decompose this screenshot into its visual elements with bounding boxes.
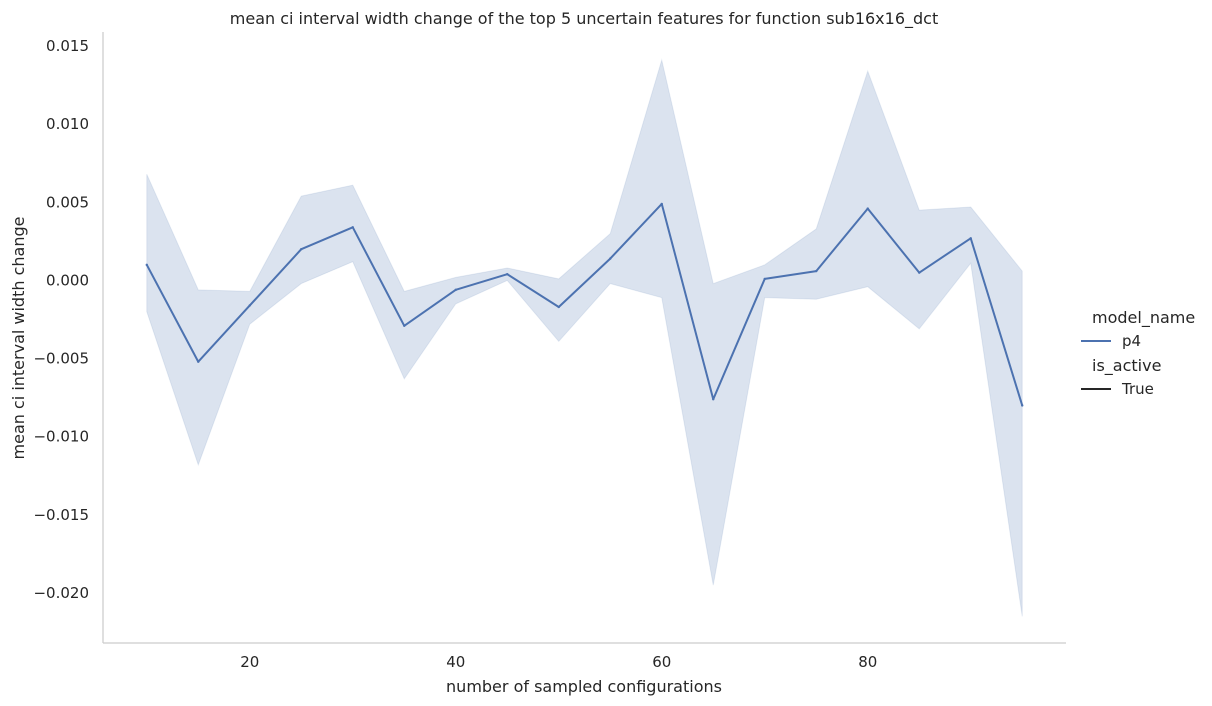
legend-true-label: True — [1121, 380, 1154, 398]
x-tick-label: 60 — [652, 653, 671, 671]
series-p4-point — [197, 360, 200, 363]
series-p4-point — [712, 398, 715, 401]
y-tick-label: 0.015 — [46, 37, 89, 55]
series-p4-point — [918, 271, 921, 274]
legend-p4-label: p4 — [1122, 332, 1141, 350]
series-p4-point — [557, 305, 560, 309]
series-p4-point — [815, 269, 818, 273]
series-p4-point — [454, 288, 457, 292]
y-tick-label: −0.010 — [33, 428, 89, 446]
series-p4-line — [145, 202, 1024, 406]
y-axis-title: mean ci interval width change — [9, 217, 28, 460]
series-p4-point — [1021, 404, 1024, 407]
y-tick-labels: 0.015 0.010 0.005 0.000 −0.005 −0.010 −0.015 −0… — [33, 37, 89, 602]
series-p4-point — [145, 263, 148, 267]
series-p4-point — [351, 226, 354, 229]
x-tick-label: 20 — [240, 653, 259, 671]
y-tick-label: −0.020 — [33, 584, 89, 602]
series-p4-point — [969, 237, 972, 240]
x-tick-label: 40 — [446, 653, 465, 671]
x-axis-title: number of sampled configurations — [446, 677, 722, 696]
series-p4-point — [609, 257, 612, 260]
series-p4-point — [248, 304, 251, 307]
series-p4-point — [763, 277, 766, 281]
y-tick-label: −0.015 — [33, 506, 89, 524]
x-tick-labels: 20 40 60 80 — [240, 653, 877, 671]
series-p4-point — [506, 273, 509, 276]
plot-area — [145, 58, 1024, 617]
legend: model_name p4 is_active True — [1081, 308, 1195, 398]
series-p4-point — [300, 248, 303, 251]
y-tick-label: 0.010 — [46, 115, 89, 133]
y-tick-label: 0.005 — [46, 193, 89, 211]
series-p4-point — [660, 202, 663, 206]
series-p4-point — [403, 324, 406, 327]
y-tick-label: 0.000 — [46, 271, 89, 289]
legend-hue-title: model_name — [1092, 308, 1195, 328]
series-p4-point — [866, 207, 869, 210]
chart-title: mean ci interval width change of the top… — [230, 9, 938, 29]
series-p4-ci-band — [146, 58, 1023, 617]
x-tick-label: 80 — [858, 653, 877, 671]
y-tick-label: −0.005 — [33, 350, 89, 368]
legend-style-title: is_active — [1092, 356, 1161, 376]
